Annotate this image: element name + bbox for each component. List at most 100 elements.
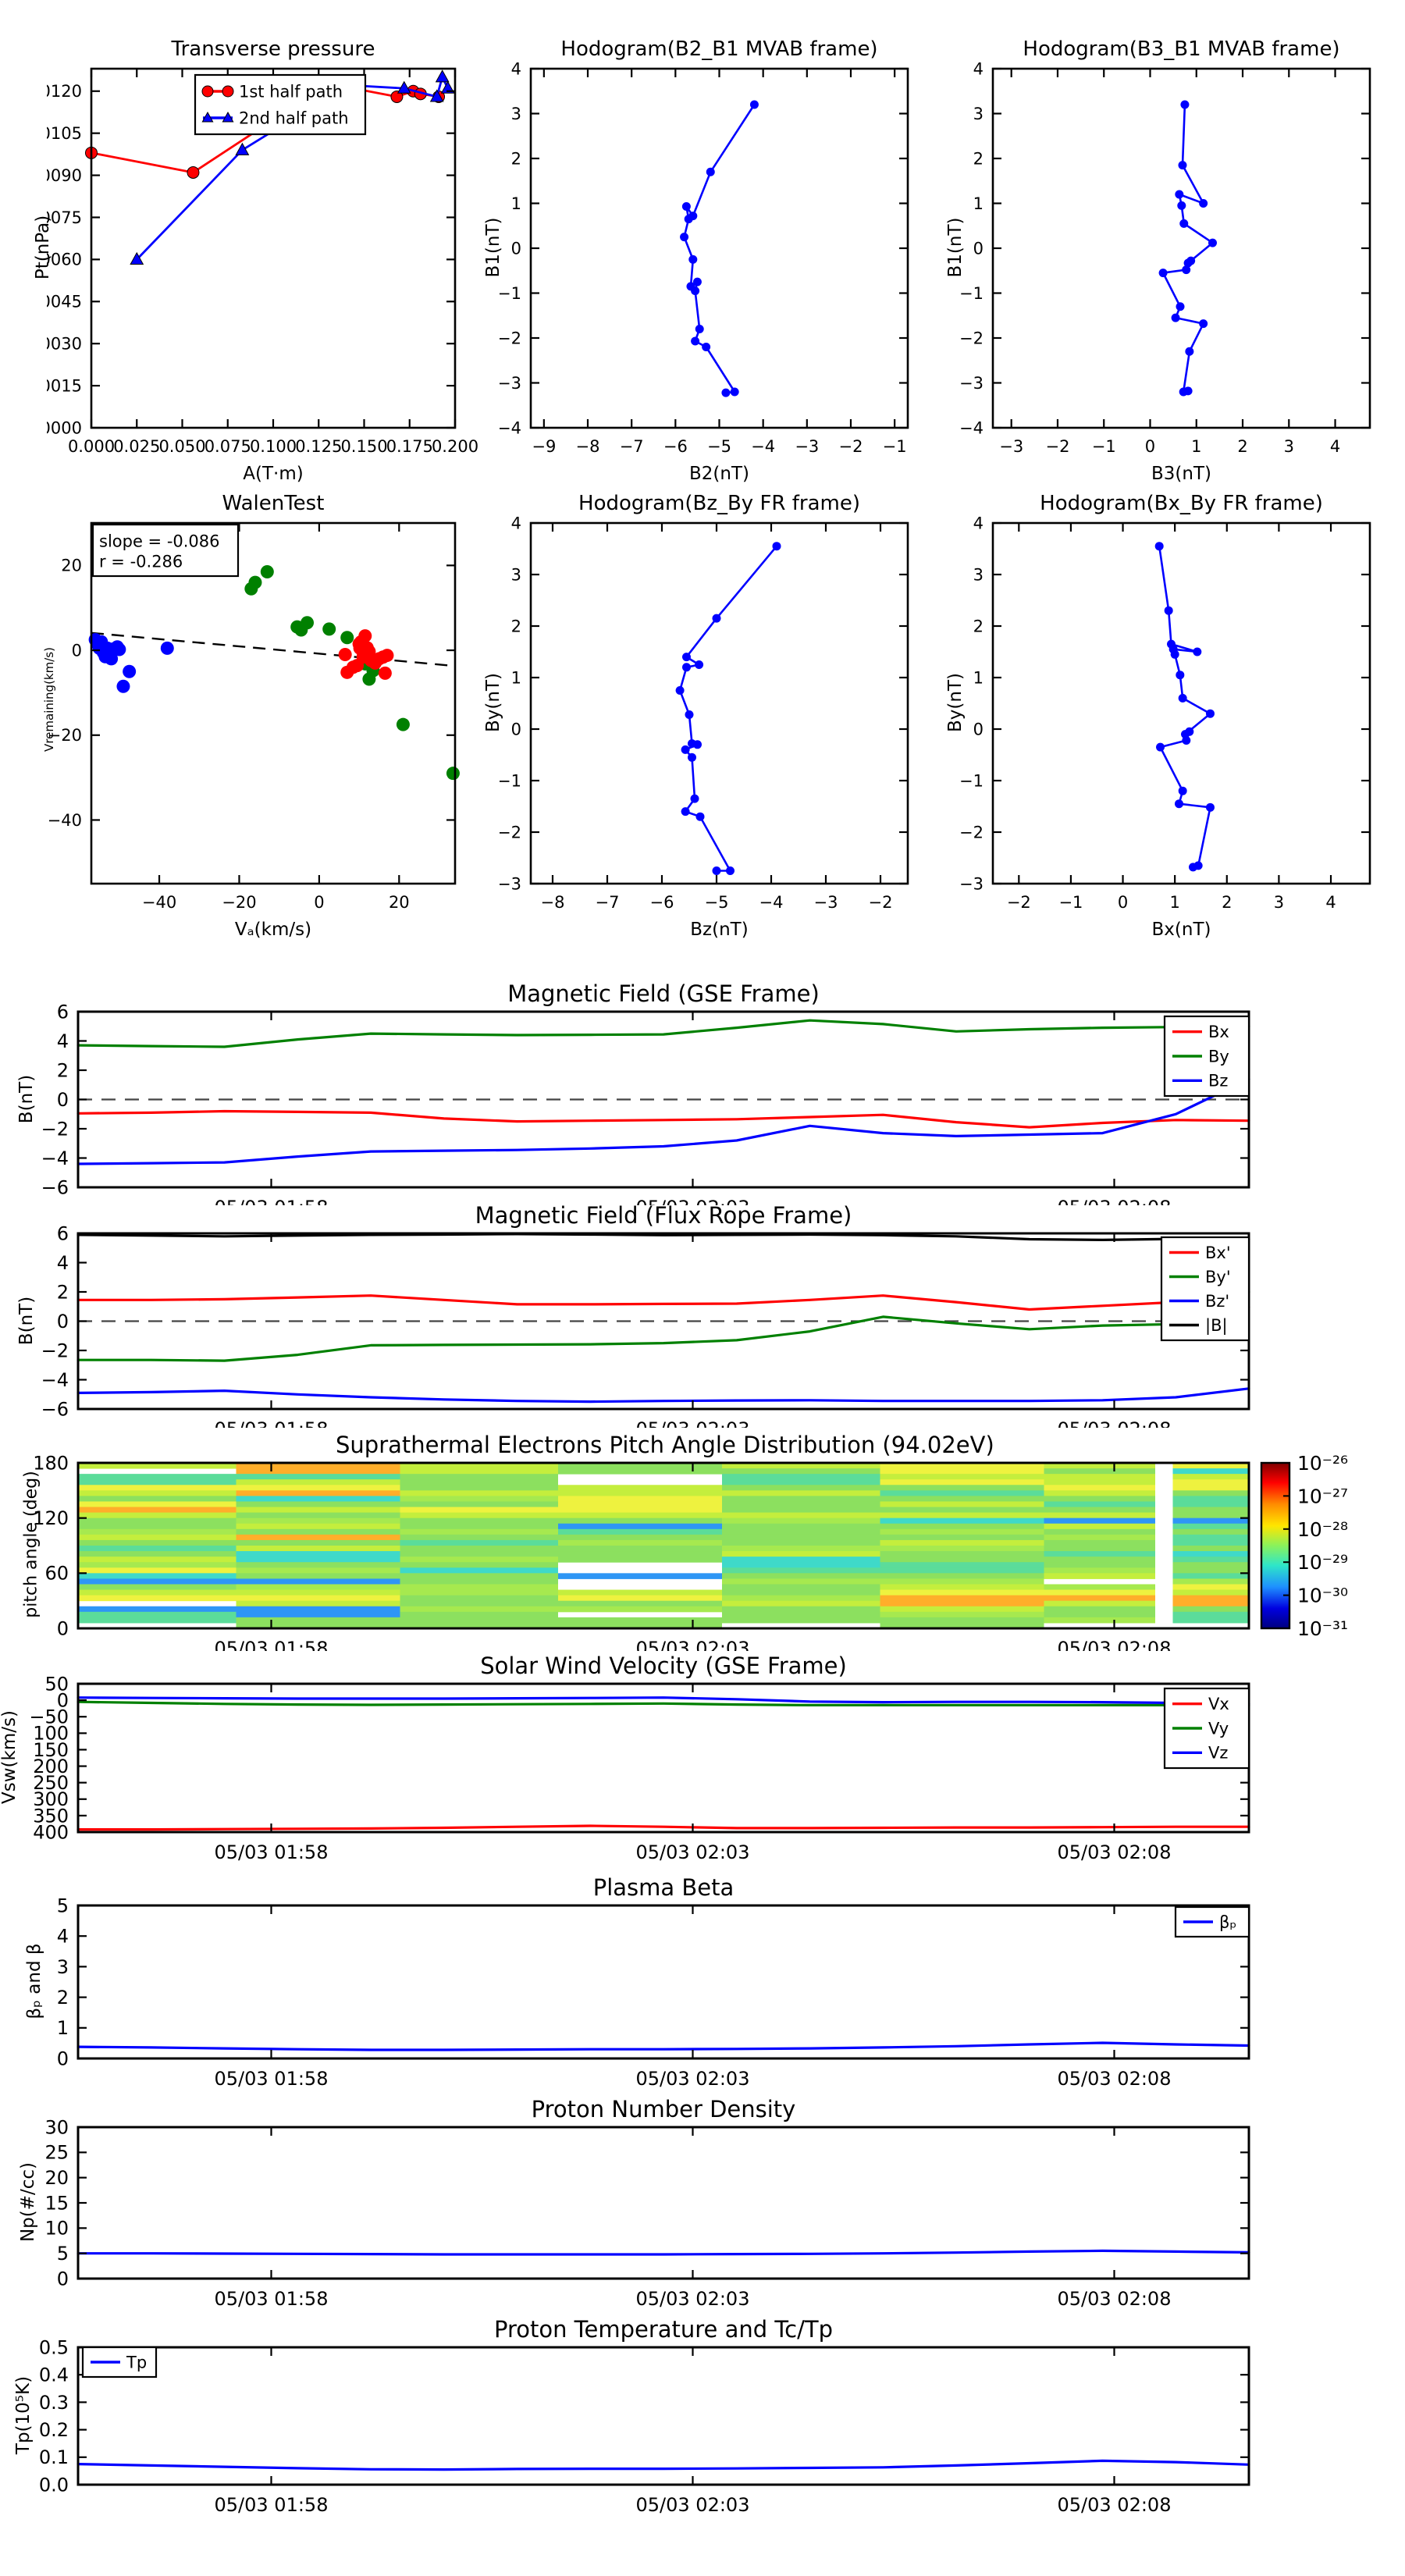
heatmap-cell — [722, 1507, 880, 1514]
heatmap-cell — [880, 1622, 1044, 1629]
y-tick-label: 0 — [511, 720, 521, 738]
panel-title: Hodogram(B2_B1 MVAB frame) — [560, 37, 878, 61]
heatmap-cell — [400, 1578, 558, 1585]
heatmap-cell — [1172, 1600, 1249, 1607]
point-Bz_By — [695, 660, 704, 669]
colorbar-label: 10⁻²⁹ — [1297, 1551, 1348, 1574]
x-tick-label: −2 — [1007, 893, 1031, 912]
heatmap-cell — [1172, 1496, 1249, 1502]
point-cluster-green — [301, 616, 315, 630]
heatmap-cell — [400, 1507, 558, 1514]
heatmap-cell — [558, 1534, 722, 1541]
heatmap-cell — [400, 1595, 558, 1602]
heatmap-cell — [558, 1573, 722, 1579]
y-tick-label: 0 — [57, 1617, 69, 1639]
y-axis-label: Vsw(km/s) — [0, 1710, 20, 1804]
heatmap-cell — [1172, 1507, 1249, 1514]
x-tick-label: −9 — [532, 437, 556, 456]
heatmap-cell — [1172, 1611, 1249, 1618]
point-2nd half path — [440, 80, 455, 94]
legend-label: Bz — [1208, 1072, 1228, 1091]
heatmap-cell — [1044, 1517, 1155, 1525]
panel-proton-temperature: Proton Temperature and Tc/Tp Tp(10⁵K) 05… — [13, 2313, 1405, 2547]
heatmap-cell — [880, 1463, 1044, 1469]
colorbar-label: 10⁻³¹ — [1297, 1617, 1348, 1640]
point-Bx_By — [1170, 649, 1179, 659]
axes-frame — [991, 67, 1371, 429]
x-tick-label: 05/03 02:08 — [1058, 1638, 1172, 1651]
heatmap-cell — [558, 1539, 722, 1546]
y-tick-label: −1 — [500, 771, 521, 790]
heatmap-cell — [236, 1546, 400, 1552]
point-B3_B1 — [1171, 313, 1180, 322]
heatmap-cell — [1044, 1528, 1155, 1535]
heatmap-cell — [558, 1523, 722, 1530]
point-2nd half path — [429, 89, 444, 102]
heatmap-cell — [722, 1606, 880, 1613]
heatmap-cell — [1044, 1617, 1155, 1624]
panel-hodogram-b2-b1: Hodogram(B2_B1 MVAB frame) B1(nT) B2(nT)… — [483, 30, 937, 494]
heatmap-cell — [722, 1589, 880, 1596]
heatmap-cell — [1172, 1479, 1249, 1485]
panel-title: WalenTest — [222, 492, 325, 515]
legend-marker — [201, 111, 214, 123]
heatmap-cell — [558, 1512, 722, 1519]
y-tick-label: 2 — [973, 617, 984, 635]
panel-title: Hodogram(Bz_By FR frame) — [578, 492, 860, 515]
x-tick-label: −20 — [222, 893, 256, 912]
y-tick-label: 2 — [57, 1059, 69, 1081]
x-tick-label: 0.200 — [432, 437, 478, 456]
heatmap-cell — [880, 1479, 1044, 1485]
y-axis-label: B1(nT) — [483, 217, 503, 278]
colorbar-label: 10⁻²⁷ — [1297, 1485, 1348, 1507]
y-tick-label: −4 — [500, 418, 521, 437]
x-tick-label: 2 — [1222, 893, 1232, 912]
y-axis-label: B(nT) — [16, 1074, 37, 1123]
heatmap-cell — [400, 1474, 558, 1480]
point-cluster-green — [322, 622, 336, 636]
y-tick-label: 0 — [57, 2268, 69, 2290]
x-tick-label: 05/03 01:58 — [215, 1197, 329, 1205]
y-tick-label: 0.3 — [39, 2392, 69, 2414]
heatmap-cell — [1172, 1584, 1249, 1591]
series-|B| — [76, 1233, 1250, 1242]
heatmap-cell — [722, 1496, 880, 1502]
heatmap-cell — [78, 1567, 237, 1574]
y-axis-label: B1(nT) — [945, 217, 966, 278]
heatmap-cell — [722, 1551, 880, 1557]
heatmap-cell — [558, 1507, 722, 1514]
colorbar-label: 10⁻³⁰ — [1297, 1585, 1348, 1607]
panel-title: Magnetic Field (Flux Rope Frame) — [475, 1202, 852, 1229]
heatmap-cell — [1172, 1589, 1249, 1596]
axes-frame — [529, 521, 909, 885]
heatmap-cell — [558, 1600, 722, 1607]
heatmap-cell — [722, 1501, 880, 1508]
heatmap-cell — [722, 1557, 880, 1563]
x-tick-label: −6 — [650, 893, 674, 912]
heatmap-cell — [236, 1463, 400, 1469]
x-tick-label: −3 — [814, 893, 838, 912]
y-tick-label: 50 — [44, 1673, 69, 1695]
heatmap-cell — [400, 1622, 558, 1629]
heatmap-cell — [880, 1578, 1044, 1585]
x-tick-label: 05/03 02:03 — [636, 1197, 750, 1205]
colorbar-label: 10⁻²⁶ — [1297, 1452, 1348, 1475]
heatmap-cell — [880, 1523, 1044, 1530]
y-tick-label: −300 — [31, 1788, 69, 1810]
point-Bz_By — [682, 663, 691, 672]
heatmap-cell — [1044, 1584, 1155, 1591]
heatmap-cell — [78, 1589, 237, 1596]
colorbar-frame — [1260, 1461, 1291, 1630]
axes-frame — [90, 521, 457, 885]
y-tick-label: −3 — [960, 374, 984, 393]
y-tick-label: 0 — [72, 641, 82, 660]
heatmap-cell — [722, 1528, 880, 1535]
x-tick-label: 05/03 02:03 — [636, 1418, 750, 1428]
x-tick-label: −3 — [795, 437, 819, 456]
heatmap-cell — [722, 1539, 880, 1546]
y-tick-label: 0 — [973, 239, 984, 258]
x-tick-label: 05/03 02:08 — [1058, 1197, 1172, 1205]
heatmap-cell — [1044, 1557, 1155, 1563]
point-cluster-green — [340, 631, 354, 645]
heatmap-cell — [880, 1551, 1044, 1557]
